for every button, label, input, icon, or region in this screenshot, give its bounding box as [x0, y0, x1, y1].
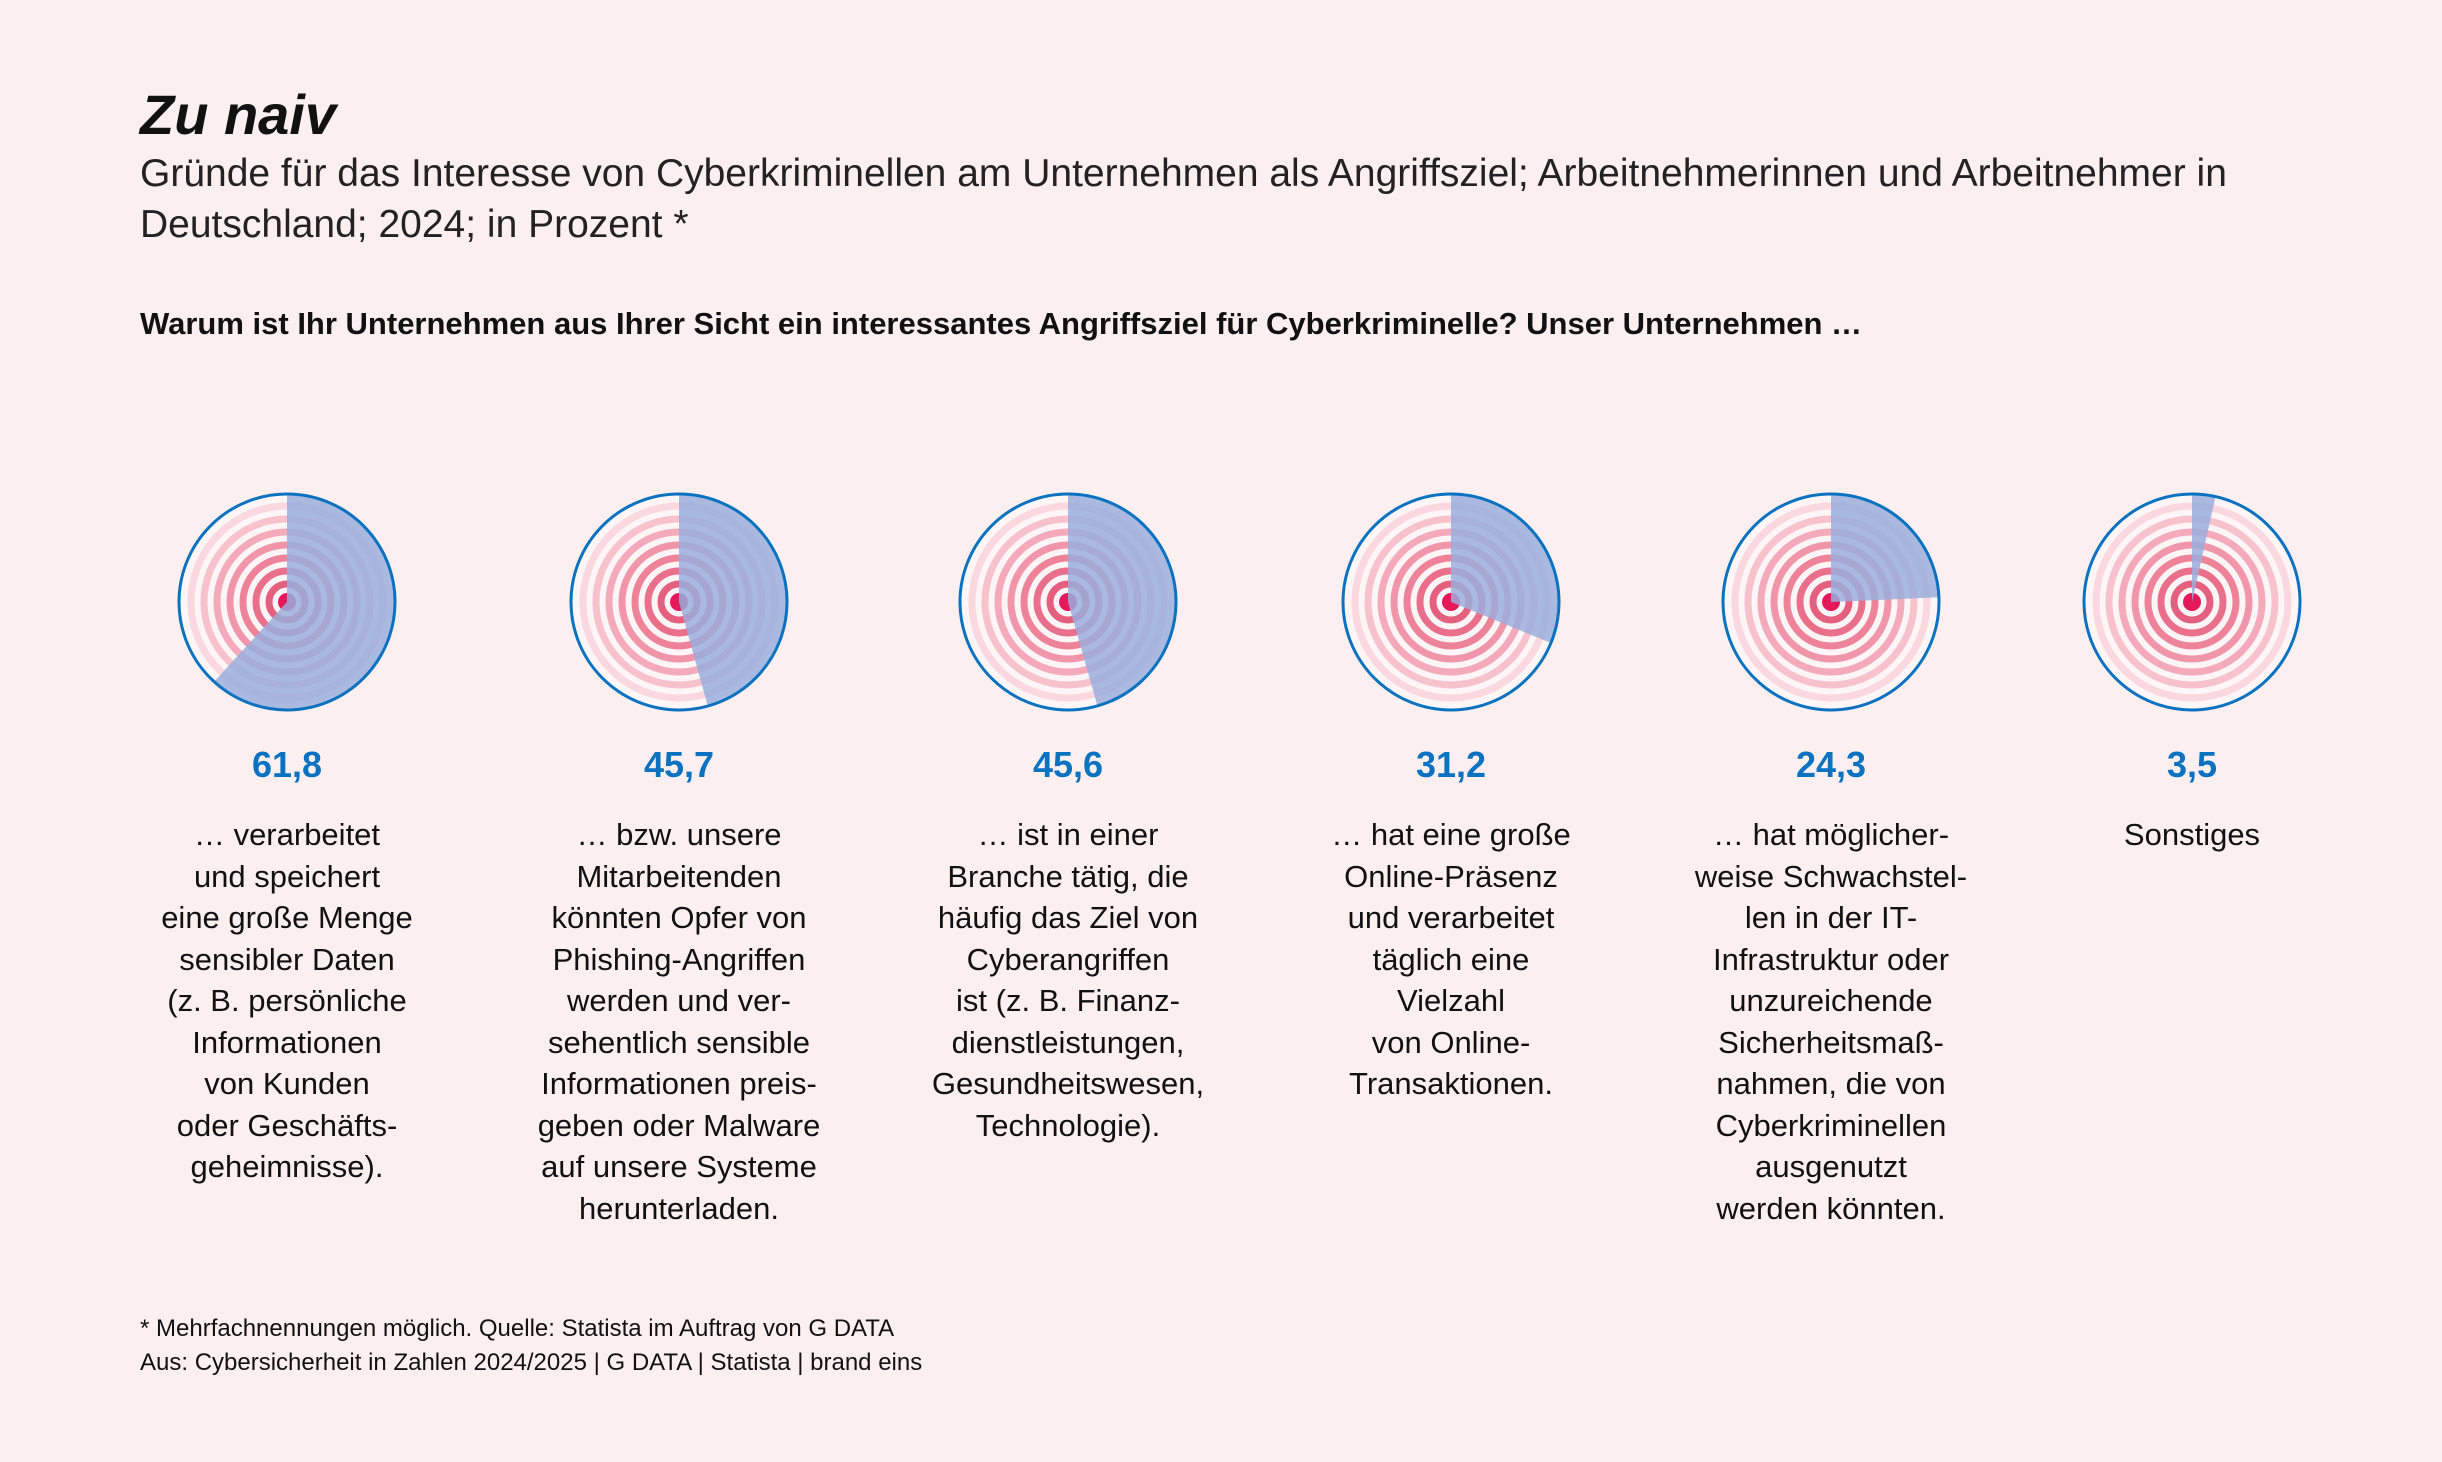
target-outline	[1721, 492, 1941, 712]
value-sector	[1831, 494, 1939, 602]
value-label: 24,3	[1795, 744, 1867, 785]
category-label: … verarbeitet und speichert eine große M…	[161, 817, 413, 1184]
target-item: 45,7 … bzw. unsere Mitarbeitenden könnten…	[489, 488, 869, 1229]
category-label: … ist in einer Branche tätig, die häufig…	[931, 817, 1205, 1143]
value-sector	[214, 494, 395, 710]
value-label: 45,7	[643, 744, 715, 785]
target-pie	[2082, 492, 2302, 712]
target-outline	[958, 492, 1178, 712]
chart-title: Zu naiv	[140, 83, 337, 146]
target-item: 61,8 … verarbeitet und speichert eine gro…	[97, 488, 477, 1188]
target-outline	[1341, 492, 1561, 712]
value-label: 45,6	[1032, 744, 1104, 785]
footnote: * Mehrfachnennungen möglich. Quelle: Sta…	[140, 1315, 895, 1342]
target-item: 24,3 … hat möglicher- weise Schwachstel- …	[1641, 488, 2021, 1229]
survey-question: Warum ist Ihr Unternehmen aus Ihrer Sich…	[140, 306, 1863, 341]
target-outline	[569, 492, 789, 712]
category-label: … bzw. unsere Mitarbeitenden könnten Opf…	[537, 817, 821, 1226]
target-item: 31,2 … hat eine große Online-Präsenz und …	[1261, 488, 1641, 1105]
target-pie	[1341, 492, 1561, 712]
value-sector	[679, 494, 787, 707]
target-pie	[569, 492, 789, 712]
target-outline	[2082, 492, 2302, 712]
target-pie	[958, 492, 1178, 712]
category-label: Sonstiges	[2123, 817, 2261, 852]
target-item: 45,6 … ist in einer Branche tätig, die hä…	[878, 488, 1258, 1146]
target-item: 3,5 Sonstiges	[2002, 488, 2382, 856]
value-sector	[2192, 494, 2216, 602]
value-label: 31,2	[1415, 744, 1487, 785]
category-label: … hat möglicher- weise Schwachstel- len …	[1694, 817, 1968, 1226]
value-label: 61,8	[251, 744, 323, 785]
footer: * Mehrfachnennungen möglich. Quelle: Sta…	[140, 1312, 922, 1380]
chart-subtitle: Gründe für das Interesse von Cyberkrimin…	[140, 152, 2227, 246]
value-sector	[1068, 494, 1177, 706]
source-line: Aus: Cybersicherheit in Zahlen 2024/2025…	[140, 1349, 923, 1376]
target-pie	[177, 492, 397, 712]
target-pie	[1721, 492, 1941, 712]
category-label: … hat eine große Online-Präsenz und vera…	[1331, 817, 1571, 1101]
target-outline	[177, 492, 397, 712]
value-label: 3,5	[2166, 744, 2218, 785]
